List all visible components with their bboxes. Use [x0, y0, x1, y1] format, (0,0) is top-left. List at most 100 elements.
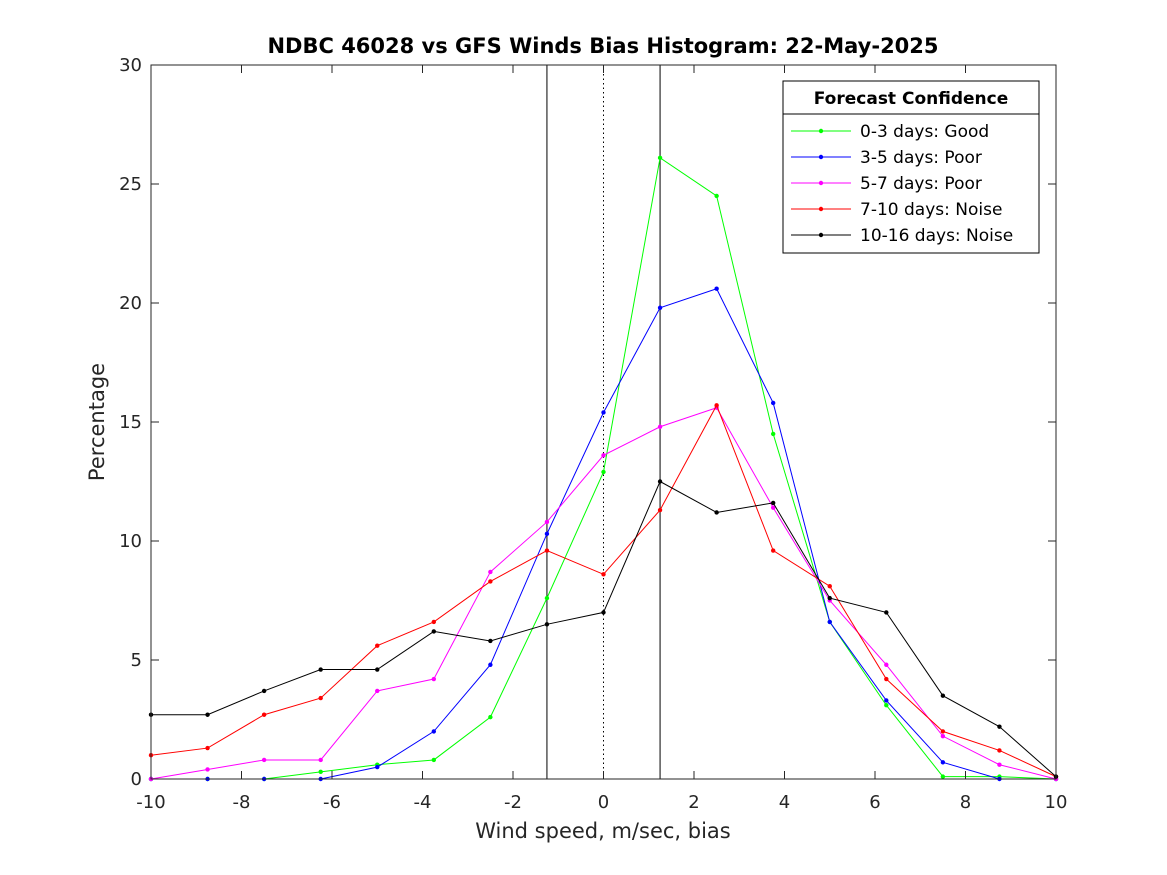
y-tick-label: 15: [119, 412, 142, 433]
legend-entry: 7-10 days: Noise: [791, 200, 1002, 220]
data-point: [261, 712, 267, 717]
data-point: [431, 619, 437, 625]
y-tick-label: 20: [119, 293, 142, 314]
data-point: [827, 595, 832, 601]
data-point: [827, 584, 832, 589]
data-point: [657, 507, 663, 513]
legend-swatch-marker: [818, 206, 824, 212]
data-point: [431, 629, 437, 634]
data-point: [714, 510, 719, 515]
data-point: [940, 760, 946, 765]
data-point: [205, 712, 210, 717]
data-point: [488, 714, 493, 720]
data-point: [601, 572, 606, 577]
legend-title: Forecast Confidence: [814, 89, 1009, 109]
data-point: [544, 548, 550, 553]
data-point: [601, 453, 606, 458]
data-point: [318, 757, 323, 763]
data-point: [375, 688, 380, 694]
reference-lines: [546, 65, 661, 779]
legend-entries: 0-3 days: Good 3-5 days: Poor 5-7 days: Po…: [791, 122, 1013, 246]
data-point: [770, 500, 776, 506]
x-tick-label: -10: [136, 792, 165, 813]
data-point: [544, 519, 550, 525]
data-point: [261, 757, 267, 763]
data-point: [375, 764, 380, 770]
data-point: [997, 748, 1002, 753]
data-point: [488, 579, 493, 584]
data-point: [940, 774, 946, 779]
data-point: [770, 400, 776, 406]
data-point: [884, 610, 889, 615]
data-point: [657, 155, 663, 161]
data-point: [714, 403, 719, 408]
data-point: [544, 622, 550, 627]
legend-swatch-marker: [818, 128, 824, 134]
data-point: [657, 305, 663, 310]
series-layer: [148, 155, 1059, 782]
data-point: [544, 595, 550, 601]
data-point: [601, 610, 606, 615]
data-point: [884, 662, 889, 667]
data-point: [884, 703, 889, 708]
data-point: [657, 424, 663, 429]
data-point: [431, 729, 437, 734]
data-point: [714, 286, 719, 291]
y-axis-label: Percentage: [85, 363, 109, 481]
legend-label: 7-10 days: Noise: [860, 200, 1002, 220]
data-point: [997, 762, 1002, 767]
data-point: [884, 698, 889, 703]
data-point: [940, 733, 946, 739]
data-point: [488, 662, 493, 667]
series-5: [148, 479, 1059, 779]
data-point: [601, 469, 606, 475]
y-tick-label: 0: [131, 769, 142, 790]
data-point: [431, 676, 437, 682]
legend-entry: 3-5 days: Poor: [791, 148, 982, 168]
x-axis-label: Wind speed, m/sec, bias: [475, 819, 731, 843]
legend-entry: 0-3 days: Good: [791, 122, 989, 142]
data-point: [714, 193, 719, 199]
legend-swatch-marker: [818, 180, 824, 186]
y-axis-ticks: 0 5 10 15 20 25 30: [119, 55, 1056, 790]
data-point: [205, 745, 210, 751]
y-tick-label: 25: [119, 174, 142, 195]
legend-label: 0-3 days: Good: [860, 122, 989, 142]
x-tick-label: 2: [688, 792, 699, 813]
legend-box: [782, 80, 1040, 254]
x-axis-ticks: -10 -8 -6 -4 -2 0 2 4 6 8 10: [136, 65, 1067, 813]
data-point: [770, 431, 776, 437]
legend-label: 5-7 days: Poor: [860, 174, 982, 194]
data-point: [601, 410, 606, 415]
legend-label: 3-5 days: Poor: [860, 148, 982, 168]
data-point: [375, 643, 380, 648]
data-point: [827, 619, 832, 625]
legend-label: 10-16 days: Noise: [860, 226, 1013, 246]
x-tick-label: 10: [1045, 792, 1068, 813]
data-point: [884, 676, 889, 682]
data-point: [205, 767, 210, 772]
data-point: [261, 688, 267, 694]
y-tick-label: 30: [119, 55, 142, 76]
data-point: [544, 531, 550, 537]
data-point: [997, 724, 1002, 729]
data-point: [940, 729, 946, 734]
legend-entry: 10-16 days: Noise: [791, 226, 1013, 246]
data-point: [488, 638, 493, 644]
data-point: [431, 757, 437, 763]
data-point: [770, 505, 776, 510]
data-point: [375, 667, 380, 672]
x-tick-label: -6: [323, 792, 341, 813]
chart-title: NDBC 46028 vs GFS Winds Bias Histogram: …: [267, 34, 938, 58]
legend-swatch-marker: [818, 154, 824, 160]
data-point: [318, 769, 323, 775]
x-tick-label: -4: [414, 792, 432, 813]
y-tick-label: 10: [119, 531, 142, 552]
data-point: [318, 695, 323, 701]
legend-swatch-marker: [818, 232, 824, 238]
legend-entry: 5-7 days: Poor: [791, 174, 982, 194]
data-point: [488, 569, 493, 575]
data-point: [318, 667, 323, 672]
x-tick-label: -8: [233, 792, 251, 813]
